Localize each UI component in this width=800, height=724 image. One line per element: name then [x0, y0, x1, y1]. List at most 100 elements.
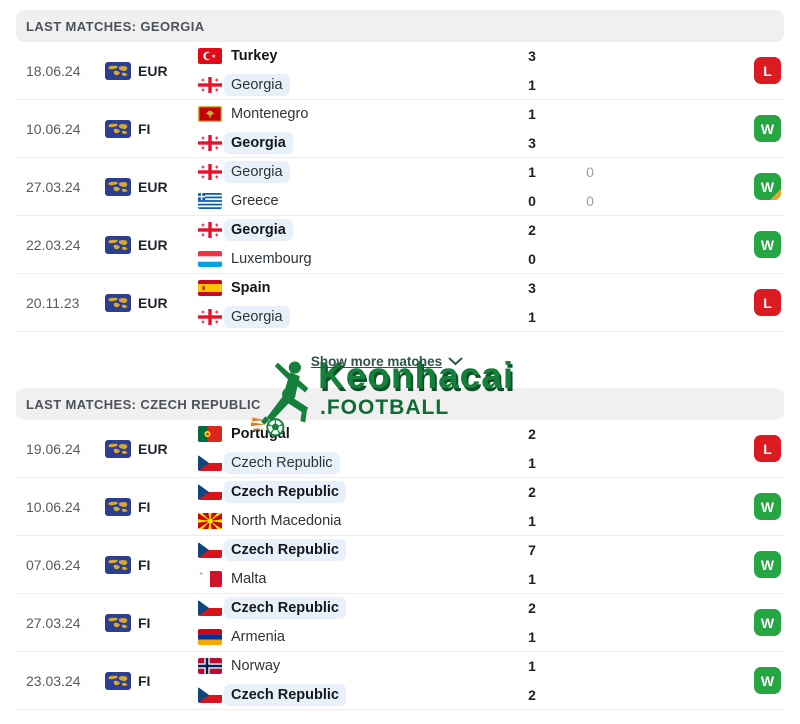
team-score: 1 — [528, 658, 536, 674]
team-score: 1 — [528, 455, 536, 471]
match-teams: Georgia 2 Luxembourg 0 — [198, 216, 754, 274]
sections-mount: LAST MATCHES: GEORGIA 18.06.24 EUR Turke… — [16, 10, 784, 710]
last-matches-section: LAST MATCHES: CZECH REPUBLIC 19.06.24 EU… — [16, 388, 784, 710]
result-letter: W — [760, 236, 775, 253]
team-line: Turkey 3 — [198, 42, 754, 71]
montenegro-flag-icon — [198, 106, 222, 122]
team-score: 1 — [528, 513, 536, 529]
world-map-icon — [105, 439, 131, 458]
team-name: Portugal — [231, 426, 290, 442]
result-badge: L — [754, 289, 781, 316]
result-letter: W — [760, 672, 775, 689]
team-line: Czech Republic 2 — [198, 594, 754, 623]
match-row[interactable]: 22.03.24 EUR Georgia 2 Luxembourg 0 — [16, 216, 784, 274]
match-teams: Montenegro 1 Georgia 3 — [198, 100, 754, 158]
competition-abbr: FI — [138, 498, 151, 515]
georgia-flag-icon — [198, 77, 222, 93]
team-name: Norway — [231, 658, 281, 674]
section-title: LAST MATCHES: CZECH REPUBLIC — [26, 396, 261, 412]
world-map-icon — [105, 119, 131, 138]
team-score: 7 — [528, 542, 536, 558]
north-macedonia-flag-icon — [198, 513, 222, 529]
world-map-icon — [105, 293, 131, 312]
result-badge: W — [754, 667, 781, 694]
competition-abbr: FI — [138, 556, 151, 573]
match-date: 10.06.24 — [26, 120, 81, 137]
team-score: 1 — [528, 629, 536, 645]
team-line: Georgia 1 0 — [198, 158, 754, 187]
match-row[interactable]: 10.06.24 FI Montenegro 1 Georgia 3 — [16, 100, 784, 158]
team-score: 3 — [528, 135, 536, 151]
match-date: 20.11.23 — [26, 294, 80, 311]
competition: EUR — [105, 439, 198, 458]
match-rows: 19.06.24 EUR Portugal 2 Czech Republic 1 — [16, 420, 784, 710]
team-score: 0 — [528, 193, 536, 209]
czech-republic-flag-icon — [198, 600, 222, 616]
team-line: Czech Republic 1 — [198, 449, 754, 478]
georgia-flag-icon — [198, 164, 222, 180]
match-row[interactable]: 19.06.24 EUR Portugal 2 Czech Republic 1 — [16, 420, 784, 478]
match-date: 07.06.24 — [26, 556, 81, 573]
team-name: Georgia — [224, 74, 290, 96]
result-letter: W — [760, 120, 775, 137]
team-name: Georgia — [224, 132, 293, 154]
team-line: Malta 1 — [198, 565, 754, 594]
competition: EUR — [105, 293, 198, 312]
match-row[interactable]: 27.03.24 EUR Georgia 1 0 Greece 0 0 — [16, 158, 784, 216]
match-row[interactable]: 20.11.23 EUR Spain 3 Georgia 1 — [16, 274, 784, 332]
team-name: Czech Republic — [224, 597, 346, 619]
result-badge: W — [754, 609, 781, 636]
competition-abbr: EUR — [138, 62, 168, 79]
team-score: 2 — [528, 426, 536, 442]
team-score: 0 — [528, 251, 536, 267]
team-name: Czech Republic — [224, 684, 346, 706]
result-badge: L — [754, 57, 781, 84]
match-row[interactable]: 07.06.24 FI Czech Republic 7 Malta 1 — [16, 536, 784, 594]
team-score: 1 — [528, 309, 536, 325]
competition-abbr: FI — [138, 614, 151, 631]
team-score: 2 — [528, 600, 536, 616]
show-more-label: Show more matches — [310, 354, 443, 369]
match-teams: Czech Republic 2 North Macedonia 1 — [198, 478, 754, 536]
world-map-icon — [105, 497, 131, 516]
show-more-link[interactable]: Show more matches — [311, 354, 463, 369]
world-map-icon — [105, 613, 131, 632]
match-history-panel: LAST MATCHES: GEORGIA 18.06.24 EUR Turke… — [0, 10, 800, 710]
luxembourg-flag-icon — [198, 251, 222, 267]
team-line: Portugal 2 — [198, 420, 754, 449]
team-name: Czech Republic — [224, 539, 346, 561]
team-score: 1 — [528, 106, 536, 122]
competition: EUR — [105, 61, 198, 80]
result-badge: W — [754, 551, 781, 578]
match-row[interactable]: 23.03.24 FI Norway 1 Czech Republic 2 — [16, 652, 784, 710]
team-score: 1 — [528, 164, 536, 180]
result-letter: L — [763, 294, 772, 311]
spain-flag-icon — [198, 280, 222, 296]
malta-flag-icon — [198, 571, 222, 587]
match-row[interactable]: 10.06.24 FI Czech Republic 2 North Maced… — [16, 478, 784, 536]
team-score: 2 — [528, 687, 536, 703]
team-name: Spain — [231, 280, 271, 296]
team-name: North Macedonia — [231, 513, 342, 529]
competition: EUR — [105, 177, 198, 196]
competition: FI — [105, 555, 198, 574]
match-teams: Czech Republic 7 Malta 1 — [198, 536, 754, 594]
result-letter: W — [760, 498, 775, 515]
match-date: 23.03.24 — [26, 672, 81, 689]
team-name: Turkey — [231, 48, 278, 64]
section-title: LAST MATCHES: GEORGIA — [26, 18, 205, 34]
team-line: Georgia 3 — [198, 129, 754, 158]
competition-abbr: EUR — [138, 294, 168, 311]
match-date: 22.03.24 — [26, 236, 81, 253]
result-badge: W — [754, 493, 781, 520]
team-score: 3 — [528, 280, 536, 296]
team-score: 2 — [528, 484, 536, 500]
team-line: Georgia 1 — [198, 303, 754, 332]
team-name: Georgia — [224, 306, 290, 328]
team-line: Georgia 1 — [198, 71, 754, 100]
match-row[interactable]: 27.03.24 FI Czech Republic 2 Armenia 1 — [16, 594, 784, 652]
match-row[interactable]: 18.06.24 EUR Turkey 3 Georgia 1 — [16, 42, 784, 100]
match-rows: 18.06.24 EUR Turkey 3 Georgia 1 — [16, 42, 784, 332]
match-teams: Georgia 1 0 Greece 0 0 — [198, 158, 754, 216]
team-name: Malta — [231, 571, 267, 587]
